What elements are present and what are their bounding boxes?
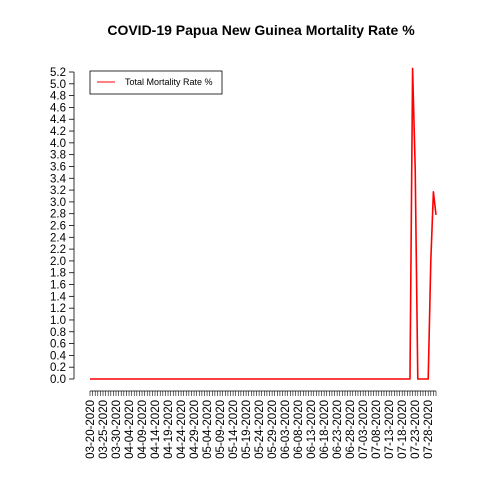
y-tick-label: 3.2: [50, 185, 66, 197]
y-tick-label: 3.0: [50, 197, 66, 209]
x-tick-label: 05-19-2020: [241, 400, 253, 459]
y-tick-label: 2.6: [50, 221, 66, 233]
x-tick-label: 03-20-2020: [85, 400, 97, 459]
y-tick-label: 4.0: [50, 138, 66, 150]
x-tick-label: 07-28-2020: [423, 400, 435, 459]
y-tick-label: 2.0: [50, 256, 66, 268]
x-tick-label: 07-03-2020: [358, 400, 370, 459]
y-tick-label: 1.2: [50, 303, 66, 315]
x-tick-label: 06-28-2020: [345, 400, 357, 459]
x-tick-label: 06-08-2020: [293, 400, 305, 459]
x-tick-label: 07-13-2020: [384, 400, 396, 459]
x-tick-label: 06-18-2020: [319, 400, 331, 459]
legend: Total Mortality Rate %: [89, 70, 223, 95]
y-tick-label: 4.6: [50, 102, 66, 114]
x-tick-label: 03-30-2020: [111, 400, 123, 459]
y-tick-label: 3.4: [50, 173, 67, 185]
y-tick-label: 4.2: [50, 126, 66, 138]
x-tick-label: 05-24-2020: [254, 400, 266, 459]
x-tick-label: 04-14-2020: [150, 400, 162, 459]
y-tick-label: 5.2: [50, 67, 66, 79]
legend-box: [89, 70, 223, 95]
y-tick-label: 2.4: [50, 232, 67, 244]
chart-title: COVID-19 Papua New Guinea Mortality Rate…: [107, 22, 415, 38]
series-line: [90, 67, 437, 380]
x-tick-label: 05-29-2020: [267, 400, 279, 459]
y-tick-label: 0.2: [50, 362, 66, 374]
x-tick-label: 06-23-2020: [332, 400, 344, 459]
x-tick-label: 05-14-2020: [228, 400, 240, 459]
y-tick-label: 3.8: [50, 150, 66, 162]
y-axis: 0.00.20.40.60.81.01.21.41.61.82.02.22.42…: [50, 67, 75, 386]
y-tick-label: 2.8: [50, 209, 66, 221]
x-tick-label: 07-18-2020: [397, 400, 409, 459]
x-tick-label: 05-04-2020: [202, 400, 214, 459]
x-tick-label: 04-24-2020: [176, 400, 188, 459]
legend-label: Total Mortality Rate %: [125, 77, 213, 87]
x-tick-label: 05-09-2020: [215, 400, 227, 459]
x-tick-label: 07-23-2020: [410, 400, 422, 459]
y-tick-label: 4.4: [50, 114, 67, 126]
y-tick-label: 1.8: [50, 268, 66, 280]
x-tick-label: 03-25-2020: [98, 400, 110, 459]
y-tick-label: 0.6: [50, 339, 66, 351]
x-tick-label: 07-08-2020: [371, 400, 383, 459]
series-layer: [89, 67, 437, 380]
y-tick-label: 3.6: [50, 161, 66, 173]
y-tick-label: 0.4: [50, 350, 67, 362]
x-tick-label: 04-19-2020: [163, 400, 175, 459]
x-tick-label: 04-04-2020: [124, 400, 136, 459]
y-tick-label: 1.6: [50, 280, 66, 292]
x-tick-label: 04-29-2020: [189, 400, 201, 459]
x-tick-label: 06-13-2020: [306, 400, 318, 459]
y-tick-label: 4.8: [50, 91, 66, 103]
y-tick-label: 2.2: [50, 244, 66, 256]
y-tick-label: 5.0: [50, 79, 66, 91]
y-tick-label: 0.0: [50, 374, 66, 386]
x-tick-label: 06-03-2020: [280, 400, 292, 459]
y-tick-label: 1.0: [50, 315, 66, 327]
x-axis: 03-20-2020 03-25-2020 03-30-2020 04-04-2020…: [85, 390, 437, 459]
y-tick-label: 1.4: [50, 291, 67, 303]
y-tick-label: 0.8: [50, 327, 66, 339]
x-tick-label: 04-09-2020: [137, 400, 149, 459]
